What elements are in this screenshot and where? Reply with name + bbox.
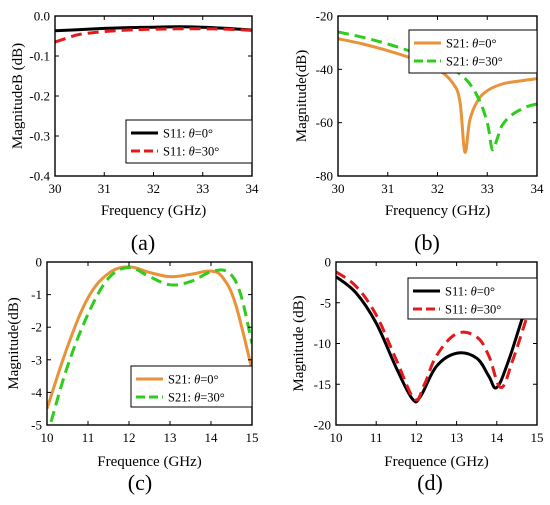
x-tick-label: 10: [330, 430, 343, 445]
x-tick-label: 31: [98, 181, 111, 196]
x-tick-label: 12: [123, 430, 136, 445]
legend: S21: θ=0° S21: θ=30°: [130, 365, 253, 408]
x-tick-label: 14: [490, 430, 504, 445]
panel-label: (a): [131, 230, 155, 255]
legend-entry: S21: θ=30°: [168, 391, 225, 405]
chart-panel-3: 10 11 12 13 14 15 0 -1 -2 -3 -4 -5 Frequence (GHz) Ma…: [6, 255, 259, 496]
legend: S11: θ=0° S11: θ=30°: [125, 119, 253, 164]
y-tick-label: -0.4: [29, 169, 50, 184]
x-tick-label: 31: [381, 181, 394, 196]
x-tick-label: 13: [164, 430, 177, 445]
legend-entry: S21: θ=0°: [446, 37, 497, 51]
series-line-2: [55, 27, 252, 44]
y-tick-label: 0.0: [34, 9, 50, 24]
y-tick-label: -0.3: [29, 129, 50, 144]
x-tick-label: 10: [41, 430, 54, 445]
y-tick-label: -80: [316, 169, 333, 184]
y-axis-label: Magnitude (dB): [291, 295, 307, 391]
series-line-2: [338, 30, 537, 152]
x-tick-label: 32: [147, 181, 160, 196]
panel-label: (d): [417, 470, 443, 495]
y-tick-label: -15: [314, 377, 331, 392]
x-tick-label: 33: [196, 181, 209, 196]
x-axis-label: Frequence (GHz): [97, 454, 202, 470]
panel-label: (c): [128, 470, 152, 495]
y-tick-label: -20: [316, 9, 333, 24]
x-tick-label: 15: [246, 430, 259, 445]
x-axis-label: Frequency (GHz): [101, 203, 206, 219]
y-tick-label: -2: [31, 320, 42, 335]
legend-entry: S11: θ=0°: [445, 285, 495, 299]
series-line-1: [47, 265, 252, 410]
series-line-1: [338, 37, 537, 154]
y-tick-label: -5: [320, 295, 331, 310]
x-axis-label: Frequence (GHz): [384, 454, 489, 470]
legend-entry: S21: θ=0°: [168, 373, 219, 387]
x-tick-label: 15: [531, 430, 544, 445]
plot-frame: [46, 261, 253, 426]
legend-box: [125, 119, 253, 164]
chart-panel-1: 30 31 32 33 34 0.0 -0.1 -0.2 -0.3 -0.4 Frequency (…: [10, 9, 259, 256]
y-axis-label: MagnitudeB (dB): [10, 43, 26, 149]
legend: S21: θ=0° S21: θ=30°: [408, 29, 538, 74]
x-tick-label: 34: [246, 181, 260, 196]
y-tick-label: -40: [316, 62, 333, 77]
legend-box: [408, 29, 538, 74]
y-tick-label: -5: [31, 418, 42, 433]
y-axis-label: Magnitude(dB): [294, 50, 310, 142]
x-tick-label: 12: [410, 430, 423, 445]
x-tick-label: 32: [431, 181, 444, 196]
y-tick-label: -60: [316, 115, 333, 130]
y-axis-label: Magnitude(dB): [6, 297, 22, 389]
legend-entry: S11: θ=0°: [163, 127, 213, 141]
x-tick-label: 33: [481, 181, 494, 196]
y-tick-label: -1: [31, 287, 42, 302]
x-axis-label: Frequency (GHz): [385, 203, 490, 219]
legend-entry: S21: θ=30°: [446, 55, 503, 69]
y-tick-label: -10: [314, 336, 331, 351]
x-tick-label: 30: [49, 181, 62, 196]
legend: S11: θ=0° S11: θ=30°: [407, 277, 538, 320]
legend-entry: S11: θ=30°: [445, 303, 501, 317]
legend-box: [407, 277, 538, 320]
x-tick-label: 14: [205, 430, 219, 445]
y-tick-label: -3: [31, 352, 42, 367]
x-tick-label: 13: [450, 430, 463, 445]
x-tick-label: 11: [82, 430, 95, 445]
legend-entry: S11: θ=30°: [163, 145, 219, 159]
series-line-1: [336, 275, 537, 404]
series-line-1: [55, 25, 252, 33]
y-tick-label: -20: [314, 418, 331, 433]
x-tick-label: 30: [332, 181, 345, 196]
series-line-2: [49, 266, 252, 423]
y-tick-label: -0.2: [29, 89, 50, 104]
chart-panel-2: 30 31 32 33 34 -20 -40 -60 -80 Frequency (GHz) Mag…: [294, 9, 544, 256]
legend-box: [130, 365, 253, 408]
panel-label: (b): [414, 230, 440, 255]
x-tick-label: 34: [531, 181, 545, 196]
x-tick-label: 11: [370, 430, 383, 445]
y-tick-label: -0.1: [29, 49, 50, 64]
chart-panel-4: 10 11 12 13 14 15 0 -5 -10 -15 -20 Frequence (GHz) M…: [291, 255, 544, 496]
y-tick-label: 0: [325, 255, 332, 270]
y-tick-label: -4: [31, 385, 42, 400]
y-tick-label: 0: [36, 255, 43, 270]
